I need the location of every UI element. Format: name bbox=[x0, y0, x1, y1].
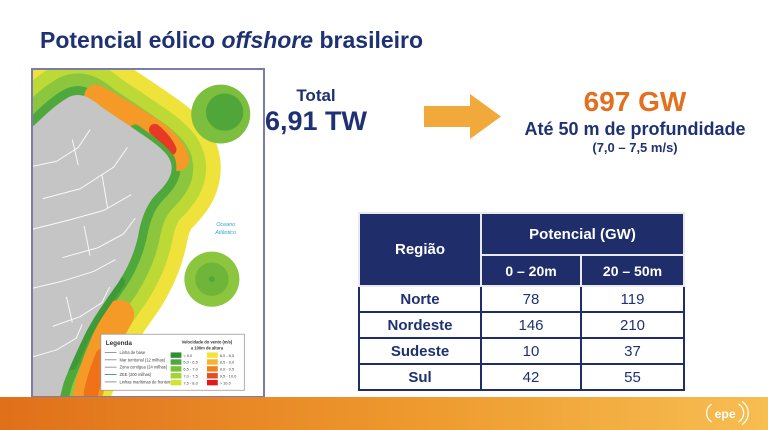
value-0-20m: 42 bbox=[480, 363, 582, 391]
offshore-wind-map: Oceano Atlântico Legenda Linha de base M… bbox=[31, 68, 265, 398]
svg-text:6,5 - 7,0: 6,5 - 7,0 bbox=[183, 367, 198, 372]
svg-text:> 10,0: > 10,0 bbox=[220, 380, 232, 385]
total-label: Total bbox=[296, 86, 336, 105]
table-row: Norte 78 119 bbox=[358, 285, 685, 313]
value-20-50m: 55 bbox=[580, 363, 685, 391]
table-row: Sul 42 55 bbox=[358, 363, 685, 391]
region-name: Nordeste bbox=[358, 311, 482, 339]
footer-band: epe bbox=[0, 397, 768, 430]
svg-text:Linhas marítimas de fronteira: Linhas marítimas de fronteira bbox=[119, 379, 173, 384]
eez-circle-north bbox=[191, 84, 251, 144]
highlight-block: 697 GW Até 50 m de profundidade (7,0 – 7… bbox=[512, 86, 758, 156]
svg-text:ZEE (200 milhas): ZEE (200 milhas) bbox=[119, 372, 151, 377]
arrow-right-icon bbox=[424, 94, 501, 139]
svg-text:Velocidade do vento (m/s): Velocidade do vento (m/s) bbox=[182, 340, 233, 345]
svg-text:8,0 - 8,5: 8,0 - 8,5 bbox=[220, 353, 235, 358]
potential-table: Região Potencial (GW) 0 – 20m 20 – 50m N… bbox=[358, 212, 685, 391]
svg-text:Oceano: Oceano bbox=[216, 222, 235, 228]
legend-line-symbols bbox=[104, 351, 117, 383]
svg-text:Mar territorial (12 milhas): Mar territorial (12 milhas) bbox=[119, 357, 165, 362]
svg-text:Zona contígua (24 milhas): Zona contígua (24 milhas) bbox=[119, 365, 167, 370]
svg-text:Atlântico: Atlântico bbox=[214, 230, 236, 236]
region-name: Sul bbox=[358, 363, 482, 391]
map-legend: Legenda Linha de base Mar territorial (1… bbox=[100, 333, 245, 391]
legend-title: Legenda bbox=[106, 340, 133, 347]
svg-text:a 100m de altura: a 100m de altura bbox=[191, 345, 224, 350]
epe-logo-text: epe bbox=[715, 407, 736, 421]
ocean-label: Oceano Atlântico bbox=[214, 222, 236, 236]
region-name: Sudeste bbox=[358, 337, 482, 365]
value-20-50m: 210 bbox=[580, 311, 685, 339]
svg-text:9,5 - 10,0: 9,5 - 10,0 bbox=[220, 373, 237, 378]
value-0-20m: 78 bbox=[480, 285, 582, 313]
title-italic: offshore bbox=[221, 27, 314, 53]
highlight-value: 697 GW bbox=[583, 86, 687, 117]
svg-text:7,0 - 7,5: 7,0 - 7,5 bbox=[183, 373, 198, 378]
total-value: 6,91 TW bbox=[264, 106, 368, 136]
value-20-50m: 119 bbox=[580, 285, 685, 313]
table-row: Nordeste 146 210 bbox=[358, 311, 685, 339]
title-post: brasileiro bbox=[313, 27, 424, 53]
highlight-note: (7,0 – 7,5 m/s) bbox=[592, 140, 678, 155]
table-header-region: Região bbox=[358, 212, 482, 287]
epe-logo: epe bbox=[706, 401, 749, 425]
table-header-20-50m: 20 – 50m bbox=[580, 254, 685, 287]
table-row: Sudeste 10 37 bbox=[358, 337, 685, 365]
svg-text:< 5,0: < 5,0 bbox=[183, 353, 193, 358]
value-0-20m: 146 bbox=[480, 311, 582, 339]
legend-item-labels: Linha de base Mar territorial (12 milhas… bbox=[119, 350, 173, 384]
svg-text:Linha de base: Linha de base bbox=[119, 350, 146, 355]
highlight-caption: Até 50 m de profundidade bbox=[524, 119, 746, 139]
value-20-50m: 37 bbox=[580, 337, 685, 365]
legend-wind-bins: < 5,0 5,0 - 6,5 6,5 - 7,0 7,0 - 7,5 7,5 … bbox=[170, 352, 237, 385]
svg-text:7,5 - 8,0: 7,5 - 8,0 bbox=[183, 380, 198, 385]
map-canvas: Oceano Atlântico Legenda Linha de base M… bbox=[33, 70, 251, 396]
state-boundaries bbox=[33, 129, 136, 358]
value-0-20m: 10 bbox=[480, 337, 582, 365]
svg-text:5,0 - 6,5: 5,0 - 6,5 bbox=[183, 360, 198, 365]
legend-wind-title: Velocidade do vento (m/s) a 100m de altu… bbox=[182, 340, 233, 351]
svg-text:9,0 - 9,5: 9,0 - 9,5 bbox=[220, 367, 235, 372]
svg-text:8,5 - 9,0: 8,5 - 9,0 bbox=[220, 360, 235, 365]
eez-circle-south bbox=[184, 251, 240, 307]
table-header-potential: Potencial (GW) bbox=[480, 212, 685, 256]
table-header-0-20m: 0 – 20m bbox=[480, 254, 582, 287]
total-block: Total 6,91 TW bbox=[258, 86, 374, 136]
title-pre: Potencial eólico bbox=[40, 27, 222, 53]
region-name: Norte bbox=[358, 285, 482, 313]
page-title: Potencial eólico offshore brasileiro bbox=[40, 27, 423, 54]
